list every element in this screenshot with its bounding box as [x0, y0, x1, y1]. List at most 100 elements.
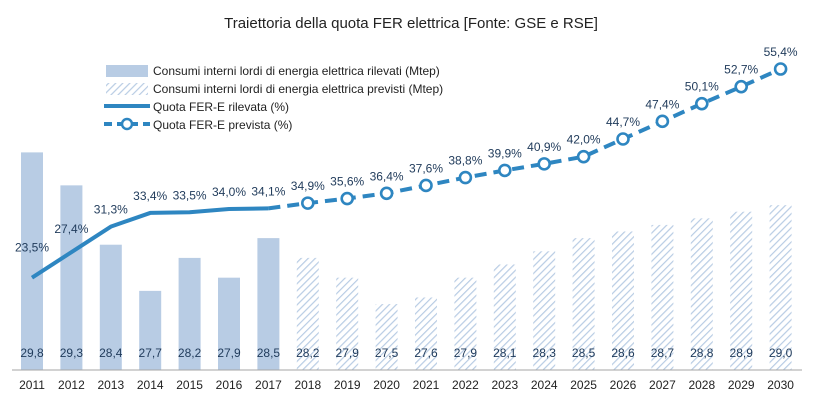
bar-forecast-2020 — [375, 304, 398, 370]
bar-observed-2015 — [178, 257, 201, 370]
x-tick-label-2030: 2030 — [767, 378, 794, 392]
line-value-label-2028: 50,1% — [685, 80, 719, 94]
line-forecast-marker-2025 — [576, 149, 591, 164]
bar-forecast-2021 — [415, 297, 437, 370]
line-observed — [30, 206, 269, 280]
line-forecast-marker-2029 — [734, 79, 749, 94]
legend-swatch-bar-forecast — [106, 83, 148, 95]
bar-value-label-2013: 28,4 — [99, 346, 123, 360]
x-tick-label-2018: 2018 — [294, 378, 321, 392]
x-tick-label-2028: 2028 — [688, 378, 715, 392]
legend-swatch-line-forecast-marker — [120, 117, 134, 131]
x-tick-label-2027: 2027 — [649, 378, 676, 392]
line-value-label-2022: 38,8% — [448, 154, 482, 168]
x-tick-label-2029: 2029 — [728, 378, 755, 392]
line-value-label-2017: 34,1% — [251, 184, 285, 198]
bars — [21, 152, 792, 370]
bar-observed-2012 — [60, 185, 83, 370]
line-forecast-marker-2023 — [497, 163, 512, 178]
bar-value-label-2018: 28,2 — [296, 346, 320, 360]
line-forecast-marker-2020 — [379, 186, 394, 201]
line-forecast-marker-2022 — [458, 170, 473, 185]
x-axis-ticks: 2011 2012 2013 2014 2015 2016 2017 2018 2019 2020… — [19, 378, 794, 392]
bar-forecast-2029 — [730, 211, 753, 370]
bar-observed-2016 — [218, 277, 240, 370]
bar-observed-2017 — [257, 238, 280, 370]
legend-swatch-bar-observed — [106, 65, 148, 77]
line-forecast-marker-2027 — [655, 114, 670, 129]
bar-value-label-2023: 28,1 — [493, 346, 517, 360]
line-value-label-2027: 47,4% — [645, 97, 679, 111]
legend-label-line-forecast: Quota FER-E prevista (%) — [153, 118, 292, 132]
bar-value-label-2021: 27,6 — [414, 346, 438, 360]
bar-forecast-2027 — [651, 224, 674, 370]
line-value-label-2024: 40,9% — [527, 140, 561, 154]
bar-value-label-2020: 27,5 — [375, 346, 399, 360]
bar-value-label-2012: 29,3 — [60, 346, 84, 360]
bar-observed-2014 — [139, 290, 162, 370]
line-value-label-2016: 34,0% — [212, 185, 246, 199]
bar-value-label-2014: 27,7 — [139, 346, 163, 360]
bar-value-label-2017: 28,5 — [257, 346, 281, 360]
bar-value-label-2016: 27,9 — [217, 346, 241, 360]
x-tick-label-2026: 2026 — [610, 378, 637, 392]
x-tick-label-2014: 2014 — [137, 378, 164, 392]
chart-title: Traiettoria della quota FER elettrica [F… — [224, 15, 598, 32]
line-value-labels: 23,5% 27,4% 31,3% 33,4% 33,5% 34,0% 34,1% 34,9%… — [15, 45, 798, 255]
line-value-label-2025: 42,0% — [567, 133, 601, 147]
bar-value-label-2025: 28,5 — [572, 346, 596, 360]
line-value-label-2014: 33,4% — [133, 189, 167, 203]
line-forecast-marker-2019 — [340, 191, 355, 206]
bar-observed-2011 — [21, 152, 43, 370]
line-forecast-marker-2030 — [773, 62, 788, 76]
line-value-label-2030: 55,4% — [764, 45, 798, 59]
bar-forecast-2030 — [769, 205, 792, 370]
bar-forecast-2028 — [690, 218, 713, 370]
line-value-label-2020: 36,4% — [370, 169, 404, 183]
legend-label-bar-forecast: Consumi interni lordi di energia elettri… — [153, 82, 443, 96]
line-forecast-marker-2021 — [419, 178, 433, 193]
line-value-label-2011: 23,5% — [15, 241, 49, 255]
x-tick-label-2022: 2022 — [452, 378, 479, 392]
line-value-label-2012: 27,4% — [54, 222, 88, 236]
x-tick-label-2024: 2024 — [531, 378, 558, 392]
line-value-label-2023: 39,9% — [488, 146, 522, 160]
bar-value-label-2026: 28,6 — [611, 346, 635, 360]
x-tick-label-2011: 2011 — [19, 378, 45, 392]
bar-observed-2013 — [99, 244, 122, 370]
bar-value-label-2030: 29,0 — [769, 346, 793, 360]
bar-forecast-2024 — [533, 251, 556, 370]
line-markers — [300, 62, 788, 210]
line-value-label-2029: 52,7% — [724, 63, 758, 77]
line-forecast-marker-2028 — [694, 96, 709, 111]
x-tick-label-2016: 2016 — [216, 378, 243, 392]
bar-forecast-2022 — [454, 277, 477, 370]
x-tick-label-2017: 2017 — [255, 378, 282, 392]
x-tick-label-2020: 2020 — [373, 378, 400, 392]
x-tick-label-2019: 2019 — [334, 378, 361, 392]
bar-value-label-2028: 28,8 — [690, 346, 714, 360]
bar-value-label-2011: 29,8 — [20, 346, 44, 360]
legend-label-bar-observed: Consumi interni lordi di energia elettri… — [153, 64, 440, 78]
line-value-label-2013: 31,3% — [94, 203, 128, 217]
bar-value-label-2029: 28,9 — [730, 346, 754, 360]
bar-value-label-2024: 28,3 — [533, 346, 557, 360]
line-value-label-2021: 37,6% — [409, 161, 443, 175]
line-value-label-2026: 44,7% — [606, 115, 640, 129]
line-forecast-marker-2024 — [537, 157, 552, 171]
line-value-label-2018: 34,9% — [291, 179, 325, 193]
bar-forecast-2023 — [493, 264, 516, 370]
bar-value-label-2019: 27,9 — [336, 346, 360, 360]
line-value-label-2015: 33,5% — [173, 188, 207, 202]
bar-forecast-2019 — [336, 277, 359, 370]
x-tick-label-2012: 2012 — [58, 378, 85, 392]
legend-label-line-observed: Quota FER-E rilevata (%) — [153, 100, 289, 114]
x-tick-label-2021: 2021 — [413, 378, 440, 392]
bar-forecast-2018 — [296, 257, 319, 370]
line-value-label-2019: 35,6% — [330, 175, 364, 189]
bar-value-labels: 29,8 29,3 28,4 27,7 28,2 27,9 28,5 28,2 27,9 27,5… — [20, 346, 792, 360]
legend: Consumi interni lordi di energia elettri… — [104, 64, 443, 132]
line-forecast-marker-2018 — [300, 196, 315, 210]
x-tick-label-2015: 2015 — [176, 378, 203, 392]
